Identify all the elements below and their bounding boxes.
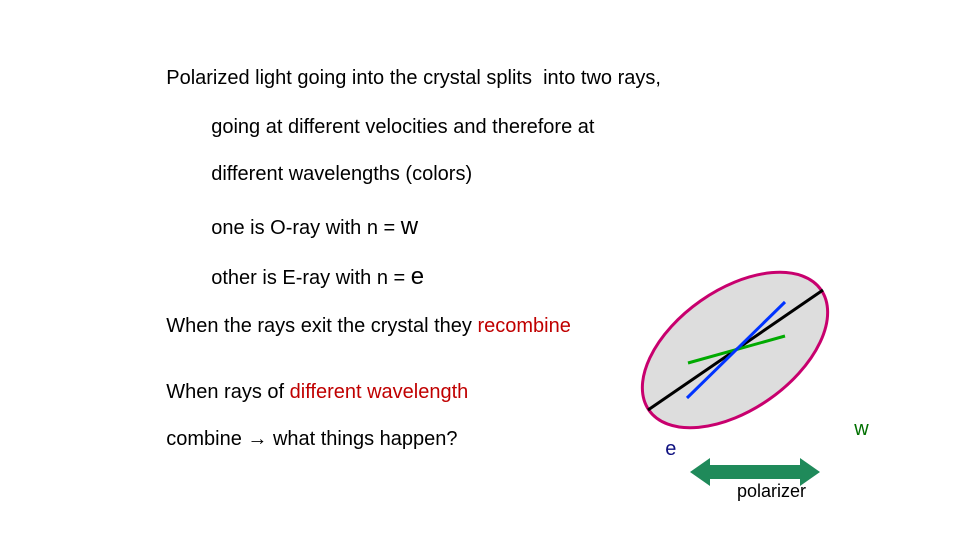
- label-w: w: [832, 395, 869, 464]
- label-polarizer-text: polarizer: [737, 481, 806, 501]
- line-5-prefix: other is E-ray with n =: [211, 267, 411, 289]
- line-6: When the rays exit the crystal they reco…: [144, 292, 571, 361]
- line-7-b: different wavelength: [290, 381, 469, 403]
- line-8: combine → what things happen?: [144, 405, 458, 474]
- line-6-recombine: recombine: [477, 315, 570, 337]
- line-3-text: different wavelengths (colors): [211, 163, 472, 185]
- arrow-icon: →: [247, 428, 267, 450]
- label-w-text: w: [854, 418, 868, 440]
- line-6-prefix: When the rays exit the crystal they: [166, 315, 477, 337]
- label-polarizer: polarizer: [717, 460, 806, 523]
- line-4-prefix: one is O-ray with n =: [211, 217, 401, 239]
- major-axis-line: [648, 290, 823, 410]
- line-8-b: what things happen?: [267, 428, 457, 450]
- line-7-a: When rays of: [166, 381, 289, 403]
- line-1-text: Polarized light going into the crystal s…: [166, 67, 661, 89]
- slide-root: Polarized light going into the crystal s…: [0, 0, 960, 540]
- line-4-w: w: [401, 213, 418, 240]
- line-2-text: going at different velocities and theref…: [211, 116, 594, 138]
- line-8-a: combine: [166, 428, 247, 450]
- blue-chord-line: [687, 302, 785, 398]
- label-e-text: e: [665, 438, 676, 460]
- line-5-e: e: [411, 263, 424, 290]
- label-e: e: [643, 415, 676, 484]
- green-chord-line: [688, 336, 785, 363]
